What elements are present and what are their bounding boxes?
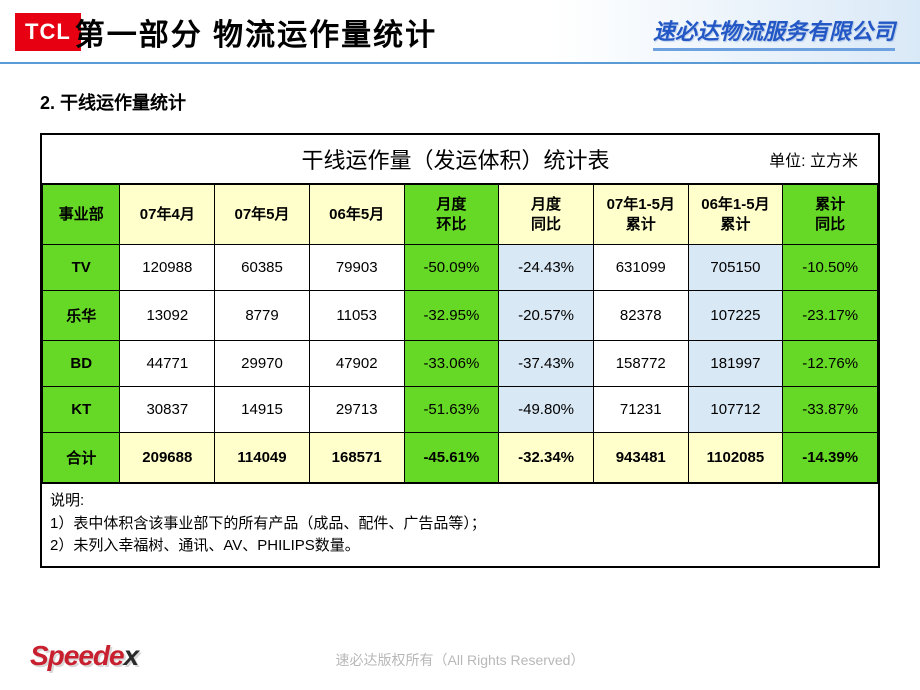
column-header: 07年4月 (120, 185, 215, 245)
table-cell: KT (43, 387, 120, 433)
table-cell: -45.61% (404, 433, 499, 483)
column-header: 06年5月 (309, 185, 404, 245)
table-cell: 82378 (593, 291, 688, 341)
table-cell: 30837 (120, 387, 215, 433)
table-cell: -51.63% (404, 387, 499, 433)
table-cell: 11053 (309, 291, 404, 341)
table-header-row: 事业部07年4月07年5月06年5月月度环比月度同比07年1-5月累计06年1-… (43, 185, 878, 245)
table-cell: 29970 (215, 341, 310, 387)
table-cell: -49.80% (499, 387, 594, 433)
note-line-1: 1）表中体积含该事业部下的所有产品（成品、配件、广告品等）； (50, 513, 870, 536)
table-cell: 168571 (309, 433, 404, 483)
table-cell: 107712 (688, 387, 783, 433)
table-cell: 47902 (309, 341, 404, 387)
tcl-logo: TCL (15, 13, 81, 51)
table-row: TV1209886038579903-50.09%-24.43%63109970… (43, 245, 878, 291)
table-unit: 单位: 立方米 (769, 147, 858, 171)
table-cell: -37.43% (499, 341, 594, 387)
table-row: 乐华13092877911053-32.95%-20.57%8237810722… (43, 291, 878, 341)
table-cell: -10.50% (783, 245, 878, 291)
table-row: BD447712997047902-33.06%-37.43%158772181… (43, 341, 878, 387)
copyright-text: 速必达版权所有（All Rights Reserved） (0, 650, 920, 670)
column-header: 事业部 (43, 185, 120, 245)
table-cell: 13092 (120, 291, 215, 341)
table-total-row: 合计209688114049168571-45.61%-32.34%943481… (43, 433, 878, 483)
column-header: 06年1-5月累计 (688, 185, 783, 245)
table-cell: 1102085 (688, 433, 783, 483)
table-cell: 107225 (688, 291, 783, 341)
table-cell: 乐华 (43, 291, 120, 341)
statistics-table: 事业部07年4月07年5月06年5月月度环比月度同比07年1-5月累计06年1-… (42, 184, 878, 483)
table-cell: 631099 (593, 245, 688, 291)
table-cell: 14915 (215, 387, 310, 433)
column-header: 07年5月 (215, 185, 310, 245)
table-cell: 71231 (593, 387, 688, 433)
table-cell: 705150 (688, 245, 783, 291)
table-cell: -32.95% (404, 291, 499, 341)
table-cell: 29713 (309, 387, 404, 433)
section-subtitle: 2. 干线运作量统计 (40, 89, 880, 115)
column-header: 累计同比 (783, 185, 878, 245)
table-title: 干线运作量（发运体积）统计表 (62, 143, 769, 175)
table-cell: -24.43% (499, 245, 594, 291)
table-cell: 8779 (215, 291, 310, 341)
slide-title: 第一部分 物流运作量统计 (75, 10, 437, 54)
table-cell: -14.39% (783, 433, 878, 483)
notes-title: 说明: (50, 490, 870, 513)
table-cell: -12.76% (783, 341, 878, 387)
table-cell: 60385 (215, 245, 310, 291)
table-body: TV1209886038579903-50.09%-24.43%63109970… (43, 245, 878, 483)
slide-header: TCL 第一部分 物流运作量统计 速必达物流服务有限公司 (0, 0, 920, 64)
table-cell: TV (43, 245, 120, 291)
table-cell: 44771 (120, 341, 215, 387)
table-cell: -33.06% (404, 341, 499, 387)
table-title-row: 干线运作量（发运体积）统计表 单位: 立方米 (42, 135, 878, 184)
table-cell: 943481 (593, 433, 688, 483)
table-cell: 209688 (120, 433, 215, 483)
company-name: 速必达物流服务有限公司 (653, 14, 895, 51)
table-cell: 合计 (43, 433, 120, 483)
column-header: 月度同比 (499, 185, 594, 245)
table-cell: 79903 (309, 245, 404, 291)
content-area: 2. 干线运作量统计 干线运作量（发运体积）统计表 单位: 立方米 事业部07年… (0, 64, 920, 568)
column-header: 月度环比 (404, 185, 499, 245)
table-cell: 114049 (215, 433, 310, 483)
statistics-table-wrap: 干线运作量（发运体积）统计表 单位: 立方米 事业部07年4月07年5月06年5… (40, 133, 880, 568)
table-cell: 158772 (593, 341, 688, 387)
table-cell: -32.34% (499, 433, 594, 483)
table-cell: -50.09% (404, 245, 499, 291)
table-cell: 120988 (120, 245, 215, 291)
note-line-2: 2）未列入幸福树、通讯、AV、PHILIPS数量。 (50, 535, 870, 558)
header-left: TCL 第一部分 物流运作量统计 (15, 10, 437, 54)
table-cell: -23.17% (783, 291, 878, 341)
table-row: KT308371491529713-51.63%-49.80%712311077… (43, 387, 878, 433)
table-cell: -33.87% (783, 387, 878, 433)
table-notes: 说明: 1）表中体积含该事业部下的所有产品（成品、配件、广告品等）； 2）未列入… (42, 483, 878, 566)
table-cell: 181997 (688, 341, 783, 387)
table-cell: -20.57% (499, 291, 594, 341)
table-cell: BD (43, 341, 120, 387)
column-header: 07年1-5月累计 (593, 185, 688, 245)
